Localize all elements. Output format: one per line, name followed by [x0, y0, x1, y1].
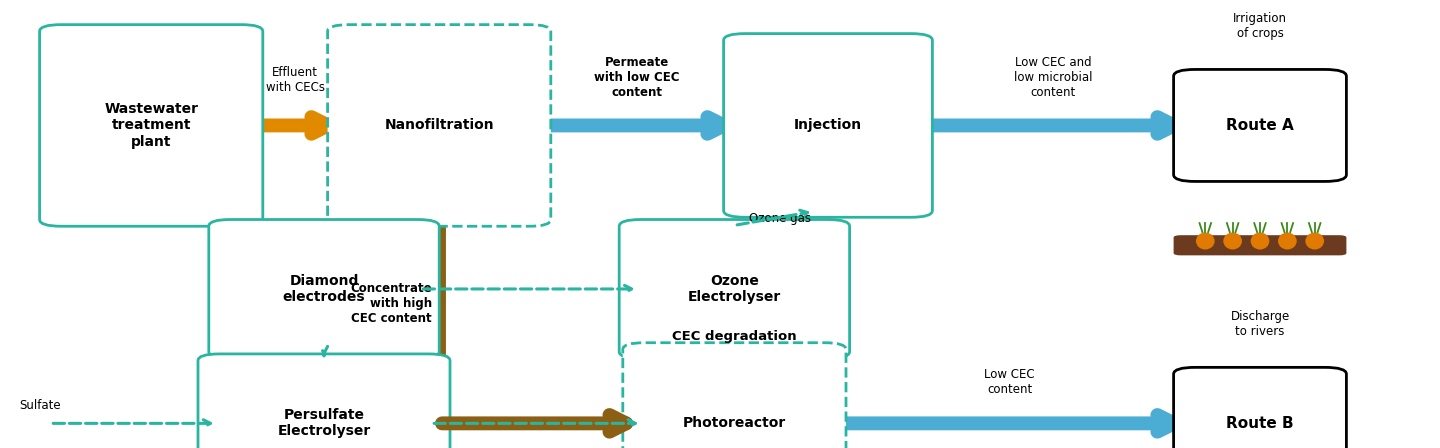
Text: Discharge
to rivers: Discharge to rivers	[1230, 310, 1290, 338]
Text: CEC degradation: CEC degradation	[672, 330, 796, 343]
FancyBboxPatch shape	[39, 25, 264, 226]
Ellipse shape	[1224, 233, 1241, 250]
Text: Diamond
electrodes: Diamond electrodes	[282, 274, 366, 304]
Text: Route B: Route B	[1227, 416, 1293, 431]
Ellipse shape	[1306, 233, 1325, 250]
Text: Nanofiltration: Nanofiltration	[384, 118, 494, 133]
Text: Low CEC and
low microbial
content: Low CEC and low microbial content	[1014, 56, 1093, 99]
Text: Ozone
Electrolyser: Ozone Electrolyser	[688, 274, 780, 304]
Text: Permeate
with low CEC
content: Permeate with low CEC content	[595, 56, 680, 99]
Text: Injection: Injection	[793, 118, 863, 133]
Ellipse shape	[1197, 233, 1214, 250]
Text: Concentrate
with high
CEC content: Concentrate with high CEC content	[350, 282, 432, 325]
Text: Route A: Route A	[1225, 118, 1295, 133]
Text: Persulfate
Electrolyser: Persulfate Electrolyser	[278, 408, 370, 439]
FancyBboxPatch shape	[199, 354, 449, 448]
Text: Irrigation
of crops: Irrigation of crops	[1233, 13, 1287, 40]
Text: Wastewater
treatment
plant: Wastewater treatment plant	[104, 102, 199, 149]
FancyBboxPatch shape	[1174, 69, 1346, 181]
FancyBboxPatch shape	[209, 220, 439, 358]
FancyBboxPatch shape	[1174, 235, 1346, 255]
FancyBboxPatch shape	[1174, 367, 1346, 448]
Text: Effluent
with CECs: Effluent with CECs	[266, 66, 324, 94]
Text: Photoreactor: Photoreactor	[683, 416, 786, 431]
Text: Ozone gas: Ozone gas	[749, 212, 811, 225]
FancyBboxPatch shape	[723, 34, 933, 217]
Ellipse shape	[1279, 233, 1297, 250]
FancyBboxPatch shape	[327, 25, 550, 226]
FancyBboxPatch shape	[619, 220, 850, 358]
Ellipse shape	[1250, 233, 1270, 250]
FancyBboxPatch shape	[622, 343, 847, 448]
Text: Sulfate: Sulfate	[20, 399, 60, 412]
Text: Low CEC
content: Low CEC content	[985, 368, 1035, 396]
